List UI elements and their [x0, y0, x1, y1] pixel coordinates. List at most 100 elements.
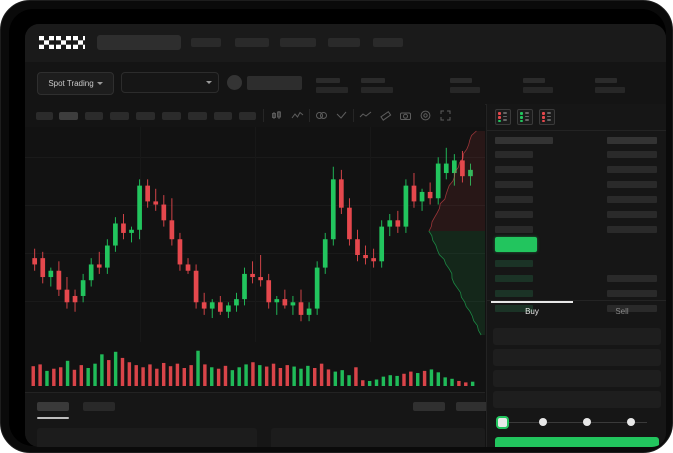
- chevron-down-icon: [206, 81, 212, 84]
- bottom-tab-order-history[interactable]: [83, 402, 115, 411]
- orderbook-row[interactable]: [495, 275, 533, 282]
- market-sub-header: Spot Trading: [25, 62, 666, 105]
- bottom-action-button-1[interactable]: [413, 402, 445, 411]
- market-stat-volume: [523, 78, 553, 93]
- orderbook-view-toggles: [495, 109, 555, 125]
- orderbook-row[interactable]: [495, 260, 533, 267]
- orderbook-row[interactable]: [495, 226, 533, 233]
- stepper-dot-1[interactable]: [498, 417, 507, 427]
- chart-gridline: [140, 127, 141, 342]
- orderbook-row[interactable]: [607, 275, 657, 282]
- timeframe-button-2[interactable]: [59, 112, 78, 120]
- orderbook-row[interactable]: [607, 181, 657, 188]
- toolbar-divider: [263, 109, 264, 122]
- onboarding-stepper: [495, 416, 659, 430]
- submit-order-button[interactable]: [495, 437, 659, 447]
- app-screen: Spot Trading: [25, 24, 666, 447]
- chevron-down-icon: [96, 82, 103, 85]
- orderbook-both-icon[interactable]: [495, 109, 511, 125]
- timeframe-button-8[interactable]: [214, 112, 232, 120]
- market-stat-low: [450, 78, 480, 93]
- timeframe-button-3[interactable]: [85, 112, 103, 120]
- ruler-icon[interactable]: [379, 109, 392, 122]
- orderbook-bids-icon[interactable]: [517, 109, 533, 125]
- tab-sell[interactable]: Sell: [615, 307, 629, 316]
- nav-item-buy-crypto[interactable]: [191, 38, 221, 47]
- timeframe-button-4[interactable]: [110, 112, 129, 120]
- order-amount-input[interactable]: [493, 349, 661, 366]
- bottom-card-assets[interactable]: [37, 428, 257, 447]
- depth-chart-overlay: [428, 130, 485, 336]
- orderbook-trade-panel: Buy Sell: [486, 104, 666, 447]
- timeframe-button-5[interactable]: [136, 112, 155, 120]
- bottom-tab-open-orders[interactable]: [37, 402, 69, 411]
- chart-gridline: [370, 127, 371, 342]
- fullscreen-icon[interactable]: [439, 109, 452, 122]
- orderbook-asks-icon[interactable]: [539, 109, 555, 125]
- candlestick-icon[interactable]: [271, 109, 284, 122]
- orderbook-row[interactable]: [495, 166, 533, 173]
- order-price-input[interactable]: [493, 328, 661, 345]
- orderbook-row[interactable]: [495, 181, 533, 188]
- stepper-track: [502, 422, 647, 423]
- template-icon[interactable]: [335, 109, 348, 122]
- last-price-value: [247, 76, 302, 90]
- okx-logo[interactable]: [39, 36, 85, 49]
- nav-item-markets[interactable]: [235, 38, 269, 47]
- orderbook-row[interactable]: [607, 290, 657, 297]
- market-stat-turnover: [595, 78, 625, 93]
- line-icon[interactable]: [359, 109, 372, 122]
- orderbook-row[interactable]: [607, 305, 657, 312]
- orderbook-row[interactable]: [495, 290, 533, 297]
- timeframe-button-7[interactable]: [188, 112, 207, 120]
- candlestick-series: [32, 147, 473, 322]
- price-chart-area[interactable]: [25, 127, 485, 392]
- orderbook-row[interactable]: [607, 226, 657, 233]
- orderbook-row[interactable]: [495, 151, 533, 158]
- toolbar-divider: [353, 109, 354, 122]
- orderbook-row[interactable]: [495, 211, 533, 218]
- order-total-input[interactable]: [493, 370, 661, 387]
- orderbook-row[interactable]: [607, 211, 657, 218]
- orderbook-row[interactable]: [495, 196, 533, 203]
- bottom-card-positions[interactable]: [271, 428, 485, 447]
- compare-icon[interactable]: [315, 109, 328, 122]
- orderbook-column-header-size: [607, 137, 657, 144]
- search-input[interactable]: [97, 35, 181, 50]
- chart-toolbar: [25, 104, 485, 128]
- timeframe-button-6[interactable]: [162, 112, 181, 120]
- stepper-dot-4[interactable]: [627, 418, 635, 426]
- toolbar-divider: [309, 109, 310, 122]
- stepper-dot-3[interactable]: [583, 418, 591, 426]
- camera-icon[interactable]: [399, 109, 412, 122]
- orderbook-last-price-row[interactable]: [495, 237, 537, 252]
- volume-histogram: [31, 350, 475, 386]
- timeframe-button-1[interactable]: [36, 112, 53, 120]
- trading-mode-label: Spot Trading: [48, 79, 94, 88]
- nav-item-earn[interactable]: [373, 38, 403, 47]
- top-header-bar: [25, 24, 666, 62]
- stepper-dot-2[interactable]: [539, 418, 547, 426]
- indicator-icon[interactable]: [291, 109, 304, 122]
- buy-tab-active-underline: [491, 301, 573, 303]
- nav-item-trade[interactable]: [280, 38, 316, 47]
- tab-buy[interactable]: Buy: [525, 307, 539, 316]
- orderbook-row[interactable]: [607, 166, 657, 173]
- chart-gridline: [255, 127, 256, 342]
- order-slider[interactable]: [493, 391, 661, 408]
- timeframe-button-9[interactable]: [239, 112, 256, 120]
- orderbook-row[interactable]: [607, 151, 657, 158]
- order-entry-form: [487, 324, 666, 409]
- trading-mode-selector[interactable]: Spot Trading: [37, 72, 114, 95]
- bottom-action-button-2[interactable]: [456, 402, 488, 411]
- orders-bottom-panel: [25, 392, 488, 447]
- coin-avatar-icon: [227, 75, 242, 90]
- market-stat-change: [316, 78, 348, 93]
- bottom-tab-active-underline: [37, 417, 69, 419]
- orderbook-row[interactable]: [495, 305, 533, 312]
- orderbook-row[interactable]: [607, 196, 657, 203]
- nav-item-derivatives[interactable]: [328, 38, 360, 47]
- settings-icon[interactable]: [419, 109, 432, 122]
- trading-pair-selector[interactable]: [121, 72, 219, 93]
